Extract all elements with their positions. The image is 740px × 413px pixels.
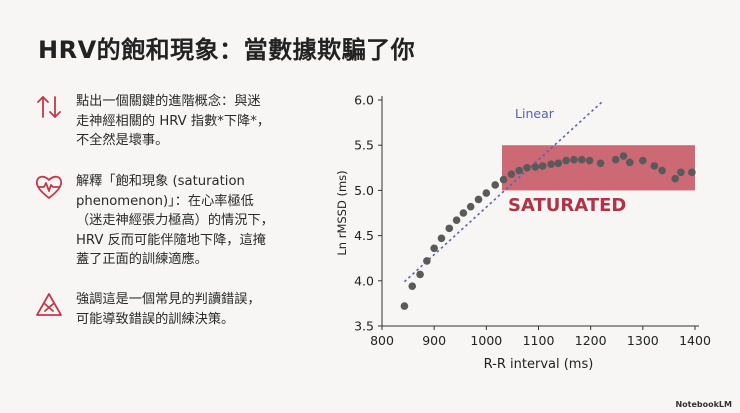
data-point <box>474 195 483 204</box>
data-point <box>650 162 659 170</box>
data-point <box>491 181 500 189</box>
data-point <box>677 168 685 177</box>
data-point <box>639 156 647 165</box>
bullet-text-3: 強調這是一個常見的判讀錯誤， 可能導致錯誤的訓練決策。 <box>76 292 261 327</box>
data-point <box>538 162 547 170</box>
data-point <box>658 166 666 175</box>
saturated-label: SATURATED <box>508 195 626 216</box>
data-point <box>547 160 555 168</box>
heart-pulse-icon <box>35 175 63 199</box>
data-point <box>619 152 628 160</box>
slide-title: HRV的飽和現象：當數據欺騙了你 <box>38 36 416 64</box>
x-tick-label: 1100 <box>523 333 555 348</box>
y-tick-label: 4.0 <box>354 273 374 288</box>
bullet-text-1: 點出一個關鍵的進階概念：與迷 走神經相關的 HRV 指數*下降*， 不全然是壞事… <box>76 94 271 148</box>
warning-triangle-icon <box>36 293 62 316</box>
data-point <box>507 170 516 178</box>
data-point <box>408 282 417 291</box>
data-point <box>585 156 594 165</box>
data-point <box>466 202 475 211</box>
y-tick-label: 6.0 <box>354 93 374 108</box>
data-point <box>688 168 696 177</box>
y-tick-label: 4.5 <box>354 228 374 243</box>
data-point <box>562 156 570 165</box>
data-point <box>452 216 461 225</box>
data-point <box>459 209 468 217</box>
data-point <box>570 155 578 164</box>
data-point <box>445 224 454 233</box>
bullet-text-2: 解釋「飽和現象 (saturation phenomenon)」：在心率極低 （… <box>76 174 274 267</box>
x-tick-label: 800 <box>370 333 394 348</box>
data-point <box>482 189 491 197</box>
up-down-arrows-icon <box>37 96 61 118</box>
y-tick-label: 5.0 <box>354 183 374 198</box>
y-axis-label: Ln rMSSD (ms) <box>335 170 349 255</box>
data-point <box>625 158 634 167</box>
data-point <box>671 174 679 183</box>
data-point <box>611 155 620 164</box>
y-tick-label: 3.5 <box>354 319 374 334</box>
data-point <box>416 270 424 279</box>
saturated-region <box>501 145 695 191</box>
x-tick-label: 1000 <box>470 333 502 348</box>
y-tick-label: 5.5 <box>354 138 374 153</box>
linear-line <box>403 101 603 283</box>
data-point <box>577 155 586 164</box>
data-point <box>554 159 563 168</box>
data-point <box>531 163 540 171</box>
data-point <box>596 159 605 168</box>
data-point <box>400 302 409 310</box>
brand-label: NotebookLM <box>675 400 732 409</box>
hrv-scatter-chart: 3.5 4.0 4.5 5.0 5.5 6.0 800 900 1000 1100 1200 1300… <box>335 93 711 373</box>
linear-label: Linear <box>515 106 555 121</box>
data-point <box>515 166 523 175</box>
data-point <box>523 164 531 172</box>
x-tick-label: 1400 <box>679 333 711 348</box>
x-axis-label: R-R interval (ms) <box>484 357 594 372</box>
data-point <box>437 234 446 243</box>
x-tick-label: 1300 <box>627 333 659 348</box>
data-point <box>423 257 431 265</box>
x-tick-label: 1200 <box>575 333 607 348</box>
x-tick-label: 900 <box>422 333 446 348</box>
data-point <box>499 175 508 184</box>
data-point <box>430 244 438 253</box>
